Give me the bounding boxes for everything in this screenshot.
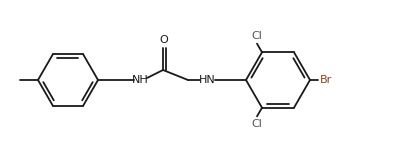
Text: HN: HN	[198, 75, 215, 85]
Text: Br: Br	[319, 75, 332, 85]
Text: Cl: Cl	[251, 119, 262, 129]
Text: O: O	[159, 35, 168, 45]
Text: NH: NH	[131, 75, 148, 85]
Text: Cl: Cl	[251, 31, 262, 41]
